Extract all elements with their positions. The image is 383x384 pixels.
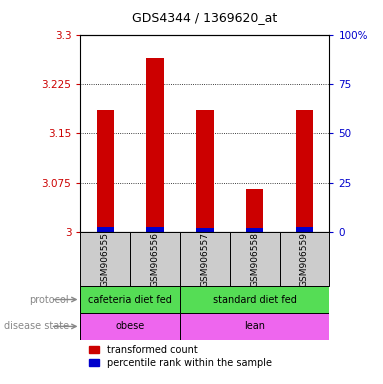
Text: lean: lean xyxy=(244,321,265,331)
Bar xyxy=(296,227,313,232)
Bar xyxy=(80,232,130,286)
Bar xyxy=(146,58,164,232)
Text: GSM906558: GSM906558 xyxy=(250,232,259,287)
Text: GSM906555: GSM906555 xyxy=(101,232,110,287)
Text: GSM906557: GSM906557 xyxy=(200,232,210,287)
Bar xyxy=(196,228,214,232)
Bar xyxy=(246,189,264,232)
Bar xyxy=(80,313,180,340)
Bar xyxy=(180,286,329,313)
Bar xyxy=(280,232,329,286)
Bar xyxy=(80,286,180,313)
Text: GSM906559: GSM906559 xyxy=(300,232,309,287)
Bar xyxy=(196,110,214,232)
Bar xyxy=(146,227,164,232)
Text: disease state: disease state xyxy=(4,321,69,331)
Bar xyxy=(296,110,313,232)
Text: GSM906556: GSM906556 xyxy=(151,232,160,287)
Text: cafeteria diet fed: cafeteria diet fed xyxy=(88,295,172,305)
Bar xyxy=(230,232,280,286)
Bar xyxy=(130,232,180,286)
Bar xyxy=(180,313,329,340)
Text: obese: obese xyxy=(116,321,145,331)
Text: protocol: protocol xyxy=(29,295,69,305)
Bar xyxy=(246,228,264,232)
Text: standard diet fed: standard diet fed xyxy=(213,295,296,305)
Bar xyxy=(180,232,230,286)
Bar xyxy=(97,227,114,232)
Bar xyxy=(97,110,114,232)
Legend: transformed count, percentile rank within the sample: transformed count, percentile rank withi… xyxy=(89,345,272,367)
Text: GDS4344 / 1369620_at: GDS4344 / 1369620_at xyxy=(132,11,278,24)
